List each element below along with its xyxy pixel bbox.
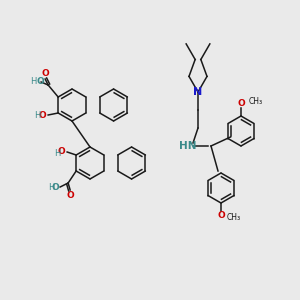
Text: O: O [217,211,225,220]
Text: O: O [51,184,59,193]
Text: O: O [41,69,49,78]
Text: O: O [66,191,74,200]
Text: CH₃: CH₃ [249,98,263,106]
Text: O: O [57,148,65,157]
Text: N: N [194,87,202,97]
Text: CH₃: CH₃ [227,212,241,221]
Text: O: O [38,110,46,119]
Text: H: H [54,148,60,158]
Text: H: H [34,112,40,121]
Text: H: H [48,184,54,193]
Text: H: H [30,77,36,86]
Text: HN: HN [179,141,197,151]
Text: O: O [237,100,245,109]
Text: O: O [36,77,44,86]
